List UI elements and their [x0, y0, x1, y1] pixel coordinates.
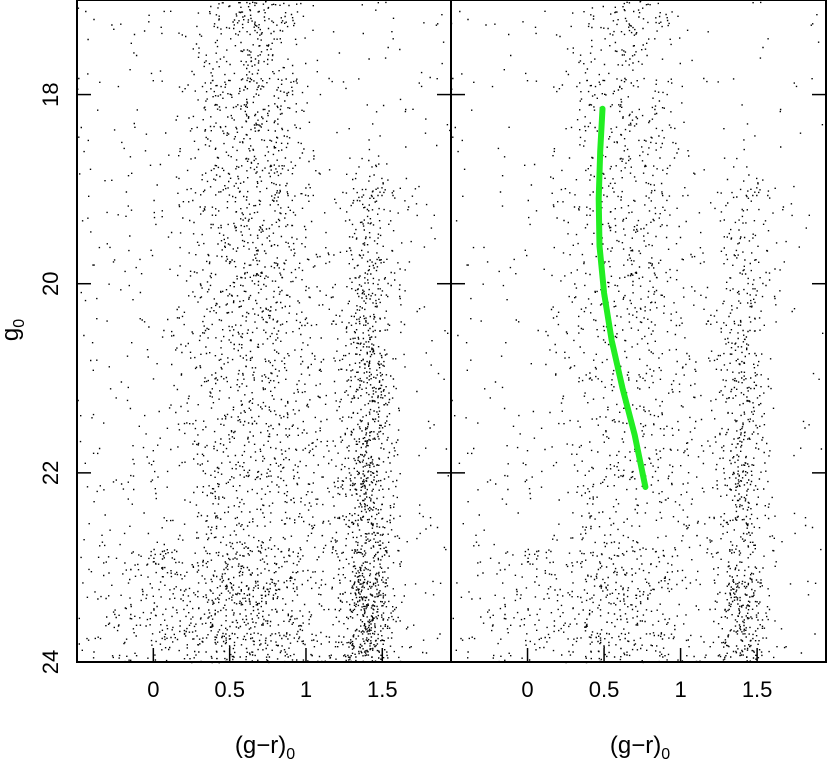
right-x-ticks: 0 0.5 1 1.5	[521, 648, 772, 702]
right-panel: 0 0.5 1 1.5 (g−r)0	[450, 0, 827, 763]
right-x-tick-label: 0	[521, 677, 533, 702]
left-y-tick-label: 20	[38, 271, 63, 295]
right-panel-frame	[450, 0, 827, 663]
left-x-tick-label: 1.5	[367, 677, 398, 702]
left-x-tick-label: 0	[147, 677, 159, 702]
left-x-axis-label: (g−r)0	[235, 732, 295, 763]
right-x-axis-label: (g−r)0	[610, 732, 670, 763]
left-y-tick-label: 18	[38, 82, 63, 106]
right-x-tick-label: 0.5	[589, 677, 620, 702]
overlay-track-line	[595, 105, 649, 490]
left-x-ticks: 0 0.5 1 1.5	[147, 648, 398, 702]
right-x-tick-label: 1	[674, 677, 686, 702]
right-scatter-points	[451, 0, 827, 664]
y-axis-label: g0	[0, 319, 28, 341]
left-scatter-points	[77, 0, 453, 664]
right-scatter-dots	[451, 0, 827, 664]
right-y-ticks	[451, 93, 826, 663]
left-panel: 0 0.5 1 1.5 18 20 22 24 (g−r)0 g0	[0, 0, 453, 763]
left-y-tick-label: 22	[38, 461, 63, 485]
left-y-tick-label: 24	[38, 650, 63, 674]
left-x-tick-label: 0.5	[214, 677, 245, 702]
right-x-tick-label: 1.5	[742, 677, 773, 702]
left-x-tick-label: 1	[300, 677, 312, 702]
left-scatter-dots	[77, 0, 453, 664]
left-y-ticks: 18 20 22 24	[38, 82, 451, 674]
